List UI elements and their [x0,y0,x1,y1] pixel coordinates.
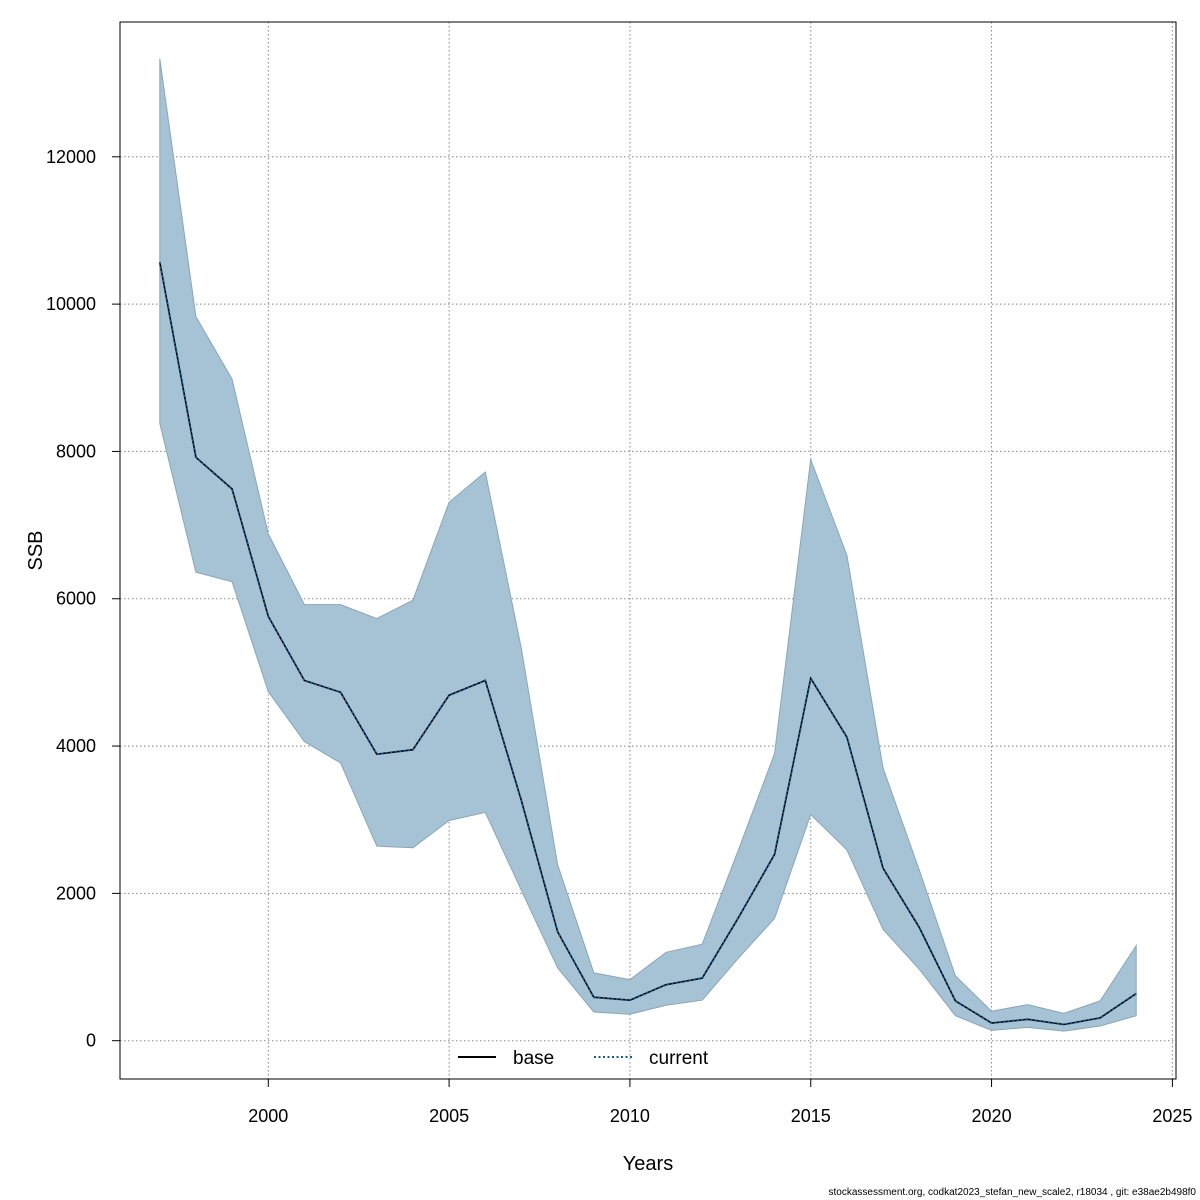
legend-label-current: current [649,1048,709,1069]
legend: base current [458,1048,709,1069]
series-line-current [158,261,1137,1026]
y-tick-label: 6000 [56,589,96,609]
y-tick-label: 10000 [46,294,96,314]
confidence-band [159,58,1137,1032]
x-tick-label: 2015 [791,1106,831,1126]
x-tick-label: 2000 [248,1106,288,1126]
x-tick-label: 2020 [972,1106,1012,1126]
x-tick-label: 2005 [429,1106,469,1126]
y-tick-label: 8000 [56,441,96,461]
series-lines [158,261,1137,1026]
x-axis-title: Years [623,1153,673,1175]
footer-credit: stockassessment.org, codkat2023_stefan_n… [828,1187,1196,1198]
legend-label-base: base [513,1048,554,1069]
y-axis: 0 2000 4000 6000 8000 10000 12000 [46,147,121,1051]
grid-lines [120,22,1176,1079]
y-axis-title: SSB [25,530,47,570]
y-tick-label: 0 [86,1031,96,1051]
y-tick-label: 4000 [56,736,96,756]
x-tick-label: 2010 [610,1106,650,1126]
plot-frame [119,21,1177,1080]
x-tick-label: 2025 [1152,1106,1192,1126]
y-tick-label: 2000 [56,883,96,903]
y-tick-label: 12000 [46,147,96,167]
x-axis: 2000 2005 2010 2015 2020 2025 [248,1078,1192,1126]
